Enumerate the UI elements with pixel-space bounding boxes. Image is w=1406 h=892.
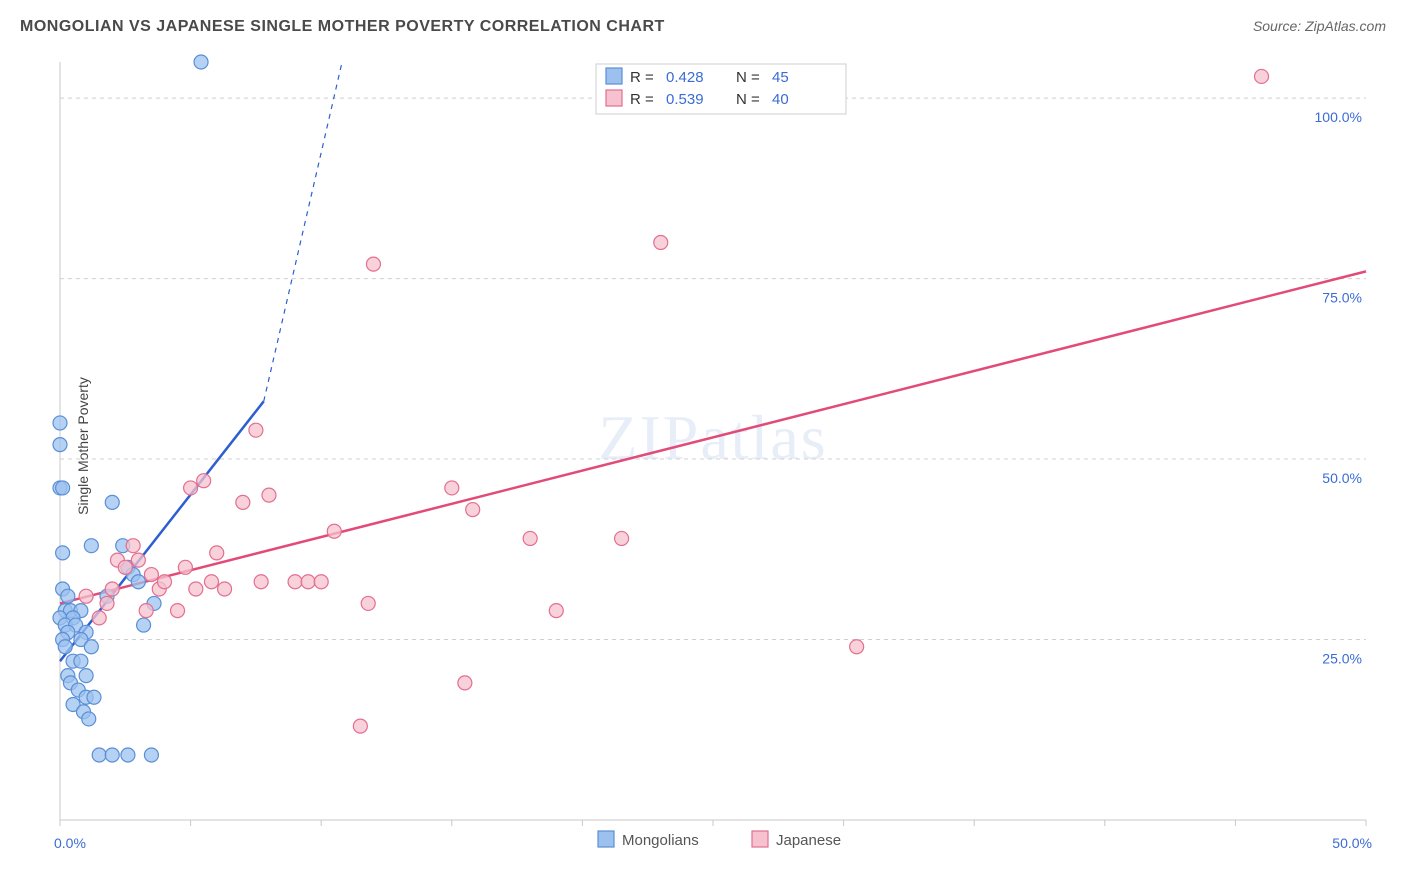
data-point xyxy=(92,611,106,625)
data-point xyxy=(87,690,101,704)
data-point xyxy=(445,481,459,495)
data-point xyxy=(144,748,158,762)
data-point xyxy=(61,589,75,603)
data-point xyxy=(131,575,145,589)
data-point xyxy=(458,676,472,690)
data-point xyxy=(118,560,132,574)
y-tick-label: 100.0% xyxy=(1315,109,1362,125)
legend-swatch xyxy=(598,831,614,847)
data-point xyxy=(56,546,70,560)
stat-label: R = xyxy=(630,91,654,108)
data-point xyxy=(194,55,208,69)
stat-n: 45 xyxy=(772,69,789,86)
data-point xyxy=(549,604,563,618)
data-point xyxy=(189,582,203,596)
stat-label: N = xyxy=(736,69,760,86)
data-point xyxy=(171,604,185,618)
data-point xyxy=(84,640,98,654)
data-point xyxy=(126,539,140,553)
stat-n: 40 xyxy=(772,91,789,108)
trend-line xyxy=(60,401,264,661)
data-point xyxy=(58,640,72,654)
data-point xyxy=(137,618,151,632)
stat-r: 0.539 xyxy=(666,91,704,108)
data-point xyxy=(105,582,119,596)
data-point xyxy=(131,553,145,567)
y-tick-label: 50.0% xyxy=(1322,470,1362,486)
data-point xyxy=(79,589,93,603)
legend-swatch xyxy=(752,831,768,847)
legend-label: Japanese xyxy=(776,832,841,849)
data-point xyxy=(1255,69,1269,83)
trend-ext xyxy=(264,62,342,401)
data-point xyxy=(178,560,192,574)
data-point xyxy=(361,596,375,610)
chart-title: MONGOLIAN VS JAPANESE SINGLE MOTHER POVE… xyxy=(20,18,665,36)
x-tick-label: 50.0% xyxy=(1332,835,1372,851)
data-point xyxy=(466,503,480,517)
data-point xyxy=(850,640,864,654)
stat-label: R = xyxy=(630,69,654,86)
data-point xyxy=(236,495,250,509)
chart-container: MONGOLIAN VS JAPANESE SINGLE MOTHER POVE… xyxy=(0,0,1406,892)
data-point xyxy=(327,524,341,538)
data-point xyxy=(144,568,158,582)
data-point xyxy=(262,488,276,502)
data-point xyxy=(184,481,198,495)
data-point xyxy=(74,654,88,668)
y-tick-label: 25.0% xyxy=(1322,651,1362,667)
data-point xyxy=(210,546,224,560)
data-point xyxy=(121,748,135,762)
legend-label: Mongolians xyxy=(622,832,699,849)
data-point xyxy=(218,582,232,596)
bottom-legend: Mongolians Japanese xyxy=(598,831,841,849)
data-point xyxy=(366,257,380,271)
data-point xyxy=(197,474,211,488)
data-point xyxy=(53,416,67,430)
data-point xyxy=(353,719,367,733)
source-label: Source: ZipAtlas.com xyxy=(1253,18,1386,34)
stat-r: 0.428 xyxy=(666,69,704,86)
y-tick-label: 75.0% xyxy=(1322,290,1362,306)
data-point xyxy=(139,604,153,618)
data-point xyxy=(92,748,106,762)
data-point xyxy=(82,712,96,726)
data-point xyxy=(105,495,119,509)
data-point xyxy=(56,481,70,495)
data-point xyxy=(288,575,302,589)
data-point xyxy=(301,575,315,589)
data-point xyxy=(615,531,629,545)
legend-swatch xyxy=(606,90,622,106)
data-point xyxy=(249,423,263,437)
data-point xyxy=(254,575,268,589)
data-point xyxy=(523,531,537,545)
data-point xyxy=(314,575,328,589)
data-point xyxy=(157,575,171,589)
data-point xyxy=(53,438,67,452)
data-point xyxy=(79,669,93,683)
data-point xyxy=(100,596,114,610)
x-tick-label: 0.0% xyxy=(54,835,86,851)
stat-label: N = xyxy=(736,91,760,108)
scatter-plot: ZIPatlas0.0%50.0%25.0%50.0%75.0%100.0%R … xyxy=(48,50,1378,860)
data-point xyxy=(105,748,119,762)
data-point xyxy=(204,575,218,589)
data-point xyxy=(84,539,98,553)
data-point xyxy=(654,235,668,249)
legend-swatch xyxy=(606,68,622,84)
